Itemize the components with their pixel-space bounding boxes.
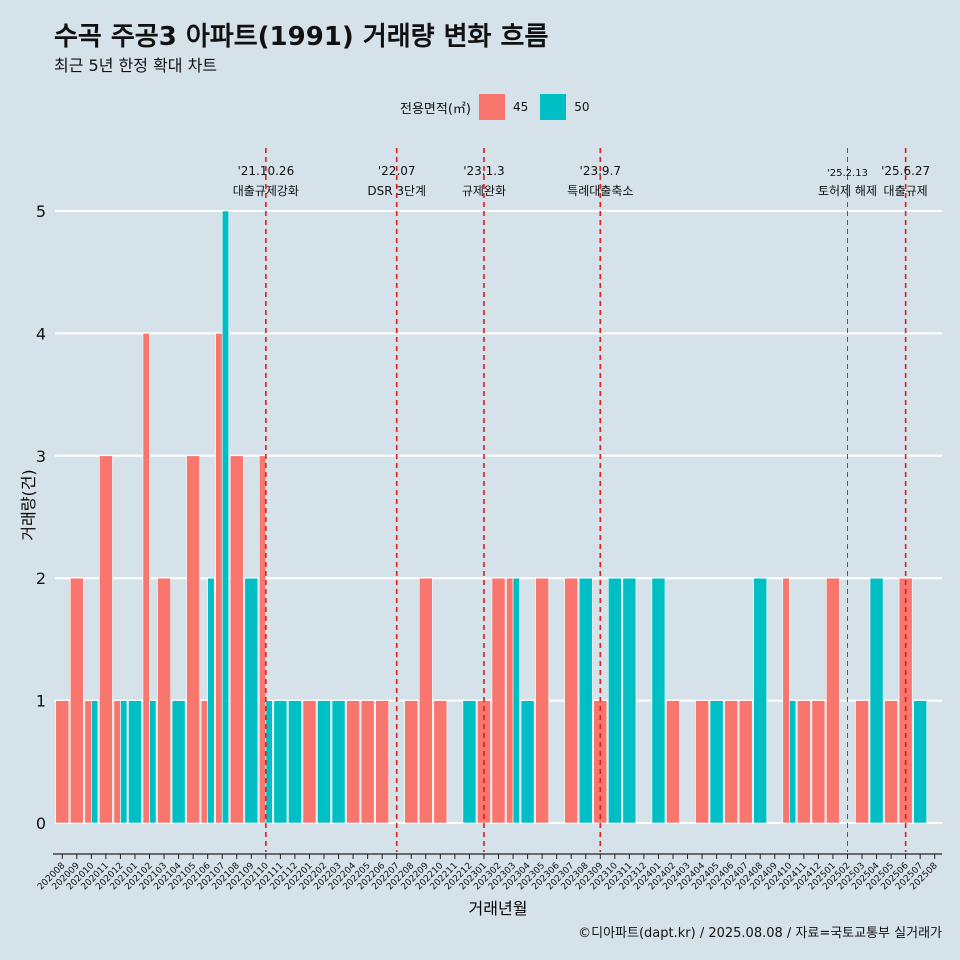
bar-50-202101 xyxy=(128,700,142,824)
event-date: '25.6.27 xyxy=(881,164,930,178)
y-tick-label: 0 xyxy=(36,814,46,833)
bar-50-202507 xyxy=(913,700,928,824)
bar-45-202206 xyxy=(375,700,390,824)
bar-45-202303 xyxy=(506,577,514,824)
legend-title: 전용면적(㎡) xyxy=(400,101,471,117)
bar-45-202412 xyxy=(811,700,826,824)
event-date: '21.10.26 xyxy=(237,164,294,178)
bar-45-202010 xyxy=(84,700,92,824)
y-axis-label: 거래량(건) xyxy=(19,469,38,540)
bar-45-202102 xyxy=(142,333,150,824)
bar-50-202102 xyxy=(149,700,157,824)
bar-50-202104 xyxy=(171,700,186,824)
bar-45-202406 xyxy=(724,700,738,824)
bar-45-202011 xyxy=(99,455,113,824)
y-tick-label: 5 xyxy=(36,202,46,221)
bar-45-202402 xyxy=(666,700,680,824)
bar-45-202204 xyxy=(346,700,360,824)
bar-50-202110 xyxy=(265,700,273,824)
chart-subtitle: 최근 5년 한정 확대 차트 xyxy=(54,56,218,75)
bar-50-202112 xyxy=(288,700,302,824)
event-label: 규제완화 xyxy=(462,184,506,198)
bar-50-202405 xyxy=(709,700,724,824)
bar-50-202408 xyxy=(753,577,768,824)
bar-45-202210 xyxy=(433,700,448,824)
bar-45-202201 xyxy=(302,700,317,824)
bar-45-202105 xyxy=(186,455,200,824)
bar-45-202108 xyxy=(229,455,244,824)
legend: 전용면적(㎡) 45 50 xyxy=(400,93,602,121)
x-axis-label: 거래년월 xyxy=(469,899,528,918)
bar-50-202401 xyxy=(651,577,666,824)
bar-50-202303 xyxy=(512,577,520,824)
bar-45-202106 xyxy=(200,700,208,824)
bar-45-202305 xyxy=(535,577,549,824)
event-label: 대출규제 xyxy=(884,184,928,198)
bar-50-202109 xyxy=(244,577,259,824)
y-tick-label: 3 xyxy=(36,447,46,466)
legend-swatch-45 xyxy=(478,94,505,120)
bar-45-202209 xyxy=(418,577,433,824)
bar-45-202410 xyxy=(782,577,790,824)
bar-50-202310 xyxy=(607,577,622,824)
bar-45-202205 xyxy=(360,700,375,824)
event-date: '23.1.3 xyxy=(463,164,504,178)
bar-45-202501 xyxy=(826,577,840,824)
bar-45-202411 xyxy=(797,700,811,824)
y-tick-label: 1 xyxy=(36,692,46,711)
bar-50-202111 xyxy=(273,700,288,824)
bar-45-202407 xyxy=(738,700,753,824)
bar-45-202307 xyxy=(564,577,579,824)
legend-label-45: 45 xyxy=(512,100,529,114)
event-date: '25.2.13 xyxy=(827,168,868,179)
event-date: '22.07 xyxy=(378,164,416,178)
bar-50-202010 xyxy=(91,700,99,824)
bar-45-202012 xyxy=(113,700,121,824)
bar-50-202308 xyxy=(578,577,593,824)
y-tick-label: 2 xyxy=(36,569,46,588)
bar-45-202110 xyxy=(259,455,267,824)
bar-45-202009 xyxy=(69,577,84,824)
bar-45-202208 xyxy=(404,700,419,824)
bar-45-202505 xyxy=(884,700,898,824)
event-label: 토허제 해제 xyxy=(818,184,877,198)
bar-50-202107 xyxy=(221,210,230,824)
bar-50-202203 xyxy=(331,700,346,824)
bar-50-202012 xyxy=(120,700,128,824)
bar-45-202503 xyxy=(855,700,869,824)
source-caption: ©디아파트(dapt.kr) / 2025.08.08 / 자료=국토교통부 실… xyxy=(578,926,942,941)
bar-45-202404 xyxy=(695,700,709,824)
event-label: 대출규제강화 xyxy=(233,184,299,198)
bar-45-202103 xyxy=(157,577,171,824)
event-label: DSR 3단계 xyxy=(367,184,426,198)
event-label: 특례대출축소 xyxy=(567,184,633,198)
bar-45-202107 xyxy=(215,333,223,824)
bar-50-202504 xyxy=(869,577,884,824)
bar-50-202304 xyxy=(520,700,535,824)
bar-45-202302 xyxy=(491,577,506,824)
event-date: '23.9.7 xyxy=(580,164,621,178)
y-tick-label: 4 xyxy=(36,324,46,343)
bar-50-202410 xyxy=(789,700,797,824)
legend-label-50: 50 xyxy=(574,100,590,114)
chart-title: 수곡 주공3 아파트(1991) 거래량 변화 흐름 xyxy=(54,22,549,52)
legend-swatch-50 xyxy=(540,94,567,120)
bar-50-202202 xyxy=(317,700,331,824)
bar-50-202212 xyxy=(462,700,477,824)
bar-50-202311 xyxy=(622,577,637,824)
bar-45-202008 xyxy=(55,700,70,824)
bar-50-202106 xyxy=(207,577,215,824)
